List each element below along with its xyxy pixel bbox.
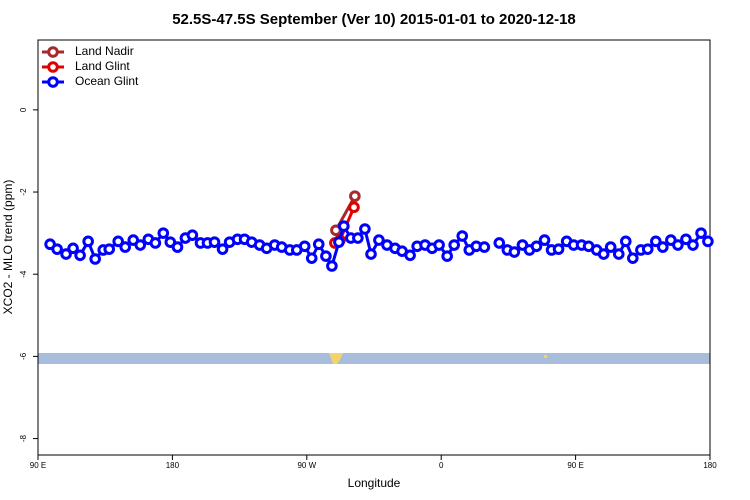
y-tick-label: -6 <box>19 352 28 360</box>
data-point <box>82 235 94 248</box>
data-point <box>326 260 338 272</box>
legend-marker <box>47 61 59 73</box>
data-point <box>672 239 684 251</box>
x-tick-label: 180 <box>703 461 717 470</box>
data-point <box>493 237 506 249</box>
data-point <box>626 252 639 264</box>
ocean-strip <box>38 353 710 364</box>
data-point <box>359 223 371 235</box>
data-point <box>702 235 714 248</box>
data-point <box>74 249 86 262</box>
data-point <box>134 239 147 251</box>
data-point <box>186 229 199 241</box>
data-point <box>456 230 469 242</box>
land-patch <box>544 355 547 358</box>
data-point <box>348 201 360 214</box>
data-point <box>352 232 364 244</box>
data-point <box>695 227 707 239</box>
legend-label: Ocean Glint <box>75 74 139 88</box>
data-point <box>441 250 453 262</box>
data-point <box>687 239 699 251</box>
data-point <box>433 239 445 251</box>
data-point <box>208 236 221 248</box>
data-point <box>89 253 101 265</box>
data-point <box>67 242 79 255</box>
data-point <box>538 234 551 246</box>
y-tick-label: 0 <box>19 107 28 112</box>
data-point <box>365 248 377 260</box>
x-tick-label: 0 <box>439 461 444 470</box>
data-point <box>530 240 543 253</box>
plot-frame <box>37 39 711 456</box>
data-point <box>312 238 325 251</box>
data-point <box>149 237 162 249</box>
legend-label: Land Glint <box>75 59 130 73</box>
x-tick-label: 90 E <box>30 461 46 470</box>
y-tick-label: -2 <box>19 188 28 196</box>
data-point <box>612 248 625 260</box>
data-point <box>597 248 610 260</box>
data-point <box>349 190 361 202</box>
y-tick-label: -4 <box>19 270 28 278</box>
data-point <box>320 250 332 262</box>
data-point <box>508 246 521 258</box>
data-point <box>157 227 170 239</box>
legend-label: Land Nadir <box>75 44 134 58</box>
x-tick-label: 90 E <box>567 461 583 470</box>
data-point <box>448 239 460 251</box>
data-point <box>60 248 72 260</box>
data-point <box>478 241 491 253</box>
y-axis-label: XCO2 - MLO trend (ppm) <box>1 180 15 315</box>
data-point <box>649 235 662 248</box>
legend-marker <box>47 46 59 58</box>
data-point <box>373 234 385 246</box>
data-point <box>51 243 63 255</box>
data-point <box>305 252 318 264</box>
x-axis-label: Longitude <box>348 476 401 490</box>
x-tick-label: 180 <box>166 461 180 470</box>
data-point <box>333 236 345 248</box>
data-point <box>171 241 184 253</box>
y-tick-label: -8 <box>19 434 28 442</box>
data-point <box>641 243 654 255</box>
data-point <box>657 241 669 253</box>
map-strip <box>38 353 710 364</box>
data-point <box>216 243 229 255</box>
data-point <box>619 235 632 248</box>
land-patch <box>329 353 343 364</box>
data-point <box>298 240 311 253</box>
data-point <box>119 241 132 253</box>
x-tick-label: 90 W <box>297 461 316 470</box>
data-point <box>338 220 350 232</box>
data-point <box>680 233 692 246</box>
data-point <box>103 243 116 255</box>
data-point <box>604 241 617 253</box>
data-point <box>404 249 416 262</box>
legend-marker <box>47 76 59 88</box>
data-point <box>552 243 565 255</box>
chart-title: 52.5S-47.5S September (Ver 10) 2015-01-0… <box>172 11 576 28</box>
data-point <box>112 235 124 248</box>
